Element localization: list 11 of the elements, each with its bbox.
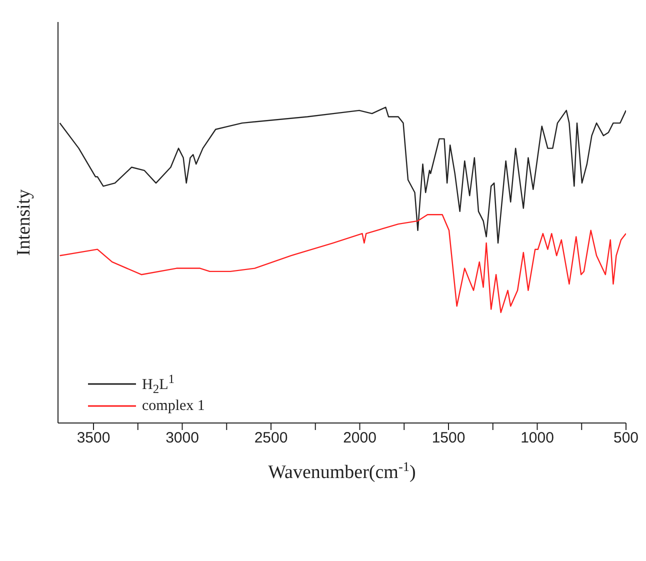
x-tick-label: 1500 (432, 430, 466, 447)
legend-label: complex 1 (142, 398, 205, 414)
x-tick-label: 1000 (520, 430, 554, 447)
x-tick-label: 2000 (343, 430, 376, 447)
x-tick-label: 3500 (76, 430, 110, 447)
x-axis-title: Wavenumber(cm$^{-1}$) (268, 458, 416, 483)
x-tick-label: 500 (613, 430, 639, 447)
y-axis-title: Intensity (14, 188, 35, 256)
x-tick-label: 2500 (254, 430, 288, 447)
x-tick-label: 3000 (166, 430, 199, 447)
legend-label: H$_{2}$L$^{1}$ (142, 372, 175, 396)
